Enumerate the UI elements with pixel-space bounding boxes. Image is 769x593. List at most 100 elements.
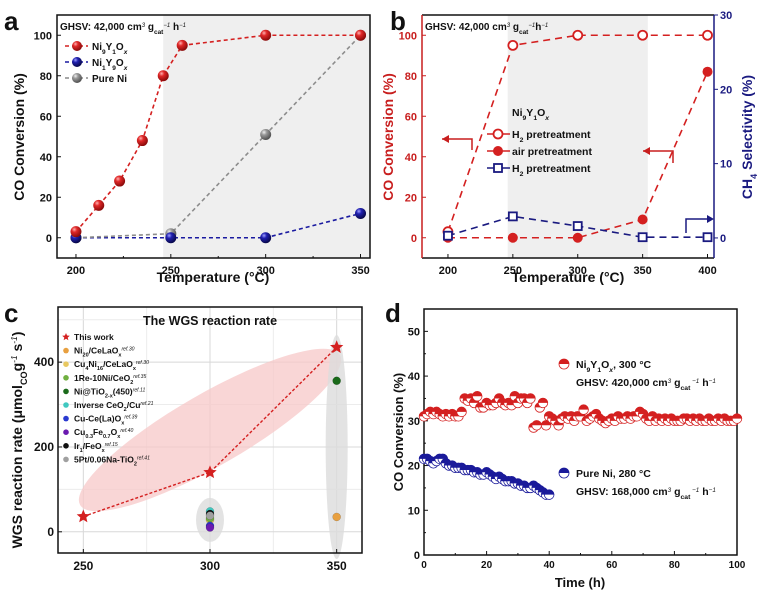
label-part: 2 — [134, 461, 137, 467]
marker-top — [531, 420, 542, 426]
y-tick-label: 40 — [405, 152, 417, 164]
data-point — [456, 406, 467, 418]
y-tick-label: 50 — [408, 326, 420, 338]
data-point — [578, 404, 589, 415]
legend-label: Inverse CeO2/Curef.21 — [74, 400, 154, 413]
marker-top — [538, 398, 548, 403]
label-part: CH — [739, 179, 755, 199]
label-part: GHSV: 420,000 cm — [576, 377, 668, 389]
label-part: 3 — [507, 23, 511, 29]
label-part: ref.41 — [137, 455, 150, 461]
label-part: 1Re-10Ni/CeO — [74, 373, 131, 383]
label-part: g — [671, 486, 680, 498]
y-axis-label: WGS reaction rate (μmolCOg-1 s-1) — [9, 332, 29, 549]
label-part: O — [601, 359, 609, 371]
label-part: −1 — [541, 23, 548, 29]
label-part: 4 — [749, 173, 759, 179]
star-marker — [203, 465, 217, 479]
data-point — [731, 413, 743, 424]
label-part: x — [117, 434, 121, 440]
y-tick-label: 0 — [414, 550, 420, 562]
label-part: 1 — [112, 49, 116, 56]
y-tick-label: 400 — [34, 355, 54, 369]
label-part: -1 — [9, 355, 19, 362]
legend-marker — [72, 73, 82, 83]
ghsv-annotation: GHSV: 42,000 cm3 gcat−1 h−1 — [60, 22, 186, 36]
legend-marker — [72, 41, 82, 51]
label-part: −1 — [528, 23, 535, 29]
label-part: 2 — [520, 137, 524, 144]
label-part: O — [116, 42, 124, 53]
arrowhead-icon — [643, 147, 650, 155]
label-part: ref.39 — [124, 415, 137, 421]
legend-label: H2 pretreatment — [512, 163, 591, 178]
y-tick-label: 20 — [405, 192, 417, 204]
legend-marker — [558, 358, 570, 370]
label-part: x — [544, 115, 550, 122]
panel-label: c — [4, 298, 18, 328]
y-tick-label: 60 — [40, 111, 52, 123]
legend-marker — [63, 415, 69, 422]
label-part: 9 — [523, 115, 527, 122]
label-part: ref.30 — [136, 360, 149, 366]
ghsv-annotation: GHSV: 420,000 cm3 gcat −1 h−1 — [576, 377, 716, 392]
label-part: Ni@TiO — [74, 386, 105, 396]
marker-top — [472, 391, 483, 397]
label-part: 16 — [97, 366, 103, 372]
y-tick-label: 100 — [399, 30, 417, 42]
legend-marker — [63, 429, 69, 436]
label-part: /CeLaO — [103, 359, 133, 369]
label-part: Cu — [74, 427, 85, 437]
label-part: H — [512, 129, 520, 141]
label-part: 5Pt/0.06Na-TiO — [74, 454, 134, 464]
label-part: cat — [154, 29, 164, 36]
star-marker — [330, 340, 344, 353]
y-tick-label: 100 — [34, 30, 52, 42]
label-part: 20 — [83, 353, 89, 359]
data-point — [507, 232, 518, 243]
label-part: 2 — [520, 171, 524, 178]
label-part: s — [9, 344, 25, 356]
series-line-1 — [75, 212, 361, 239]
label-part: −1 — [163, 23, 170, 29]
data-point — [93, 199, 105, 211]
label-part: x — [123, 65, 128, 72]
y-axis-label: CO Conversion (%) — [11, 73, 27, 201]
label-part: 9 — [112, 65, 116, 72]
legend-marker — [492, 128, 504, 140]
x-tick-label: 400 — [698, 265, 716, 277]
data-point — [176, 39, 188, 51]
x-tick-label: 250 — [504, 265, 522, 277]
series-line-0 — [447, 34, 708, 232]
label-part: 1 — [597, 367, 601, 374]
label-part: GHSV: 42,000 cm — [60, 22, 142, 33]
y-tick-label: 80 — [40, 71, 52, 83]
label-part: Fe — [93, 427, 103, 437]
marker-top — [559, 468, 569, 473]
data-point — [531, 420, 542, 431]
y-tick-label: 0 — [411, 233, 417, 245]
ghsv-annotation: GHSV: 42,000 cm3 gcat−1h−1 — [425, 22, 548, 36]
label-part: Selectivity (%) — [739, 75, 755, 174]
x-tick-label: 0 — [421, 560, 427, 571]
x-tick-label: 300 — [256, 265, 274, 277]
marker-top — [578, 404, 589, 410]
label-part: 2 — [124, 407, 127, 413]
y-tick-label: 20 — [408, 461, 420, 473]
label-part: 3 — [668, 378, 672, 385]
label-part: h — [535, 22, 541, 33]
label-part: x — [133, 366, 137, 372]
panel-a: 200 250 300 350 0 20 40 60 80 100 Temperature (°C)… — [4, 6, 371, 285]
data-point — [355, 207, 367, 219]
label-part: /CeLaO — [89, 346, 119, 356]
arrow-left-icon — [442, 138, 473, 150]
y-axis-label: CO Conversion (%) — [380, 73, 396, 201]
panel-b: 200 250 300 350 400 0 20 40 60 80 100 0 10 20 30 Temper… — [380, 6, 759, 285]
x-tick-label: 80 — [669, 560, 681, 571]
label-part: GHSV: 42,000 cm — [425, 22, 507, 33]
y2-tick-label: 10 — [720, 159, 732, 171]
label-part: h — [699, 377, 708, 389]
label-part: 2 — [130, 380, 133, 386]
this-work-line — [83, 346, 338, 518]
